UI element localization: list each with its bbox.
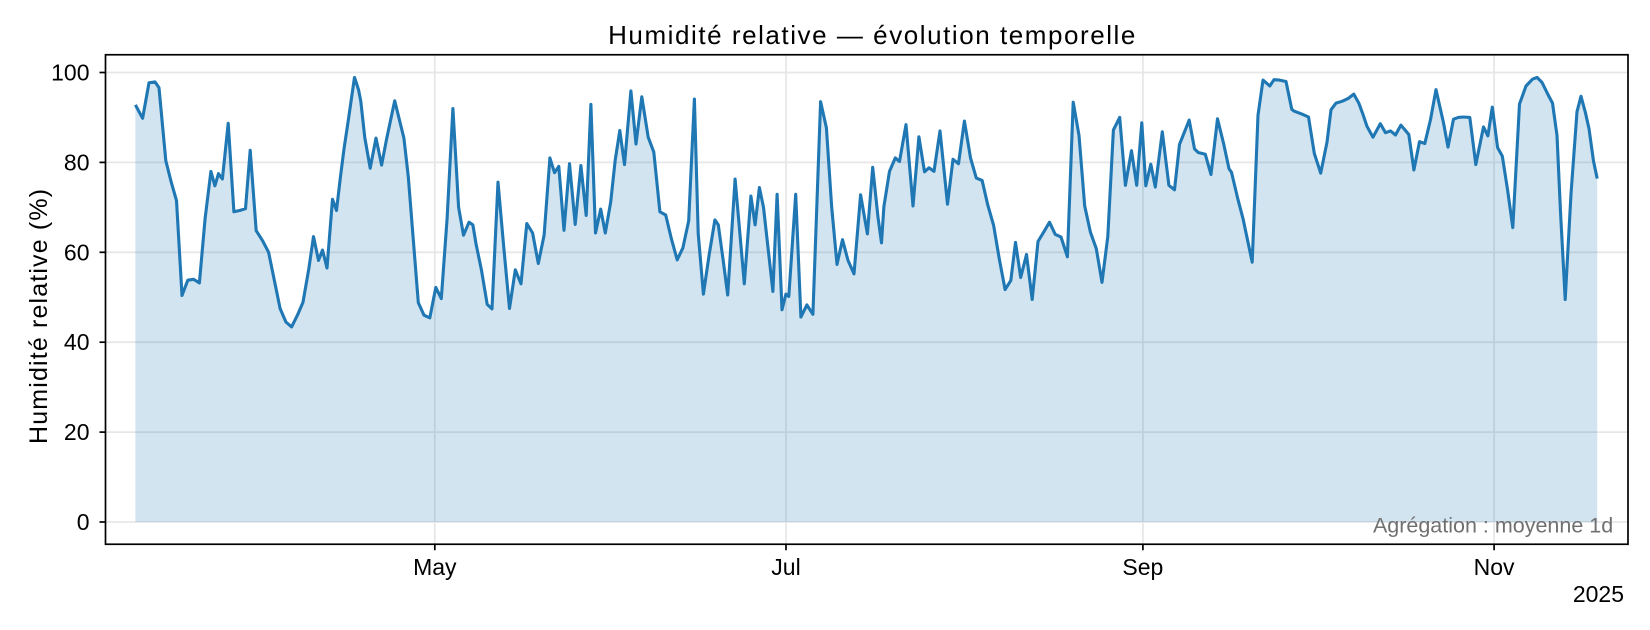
svg-text:40: 40 [64, 329, 90, 355]
svg-text:Agrégation : moyenne 1d: Agrégation : moyenne 1d [1373, 514, 1613, 538]
svg-text:100: 100 [51, 60, 89, 86]
svg-text:Jul: Jul [771, 554, 800, 580]
svg-text:May: May [413, 554, 457, 580]
svg-text:2025: 2025 [1573, 581, 1624, 607]
svg-text:0: 0 [77, 509, 90, 535]
svg-text:Humidité relative — évolution: Humidité relative — évolution temporelle [608, 20, 1137, 50]
svg-text:Sep: Sep [1122, 554, 1163, 580]
svg-text:Humidité relative (%): Humidité relative (%) [25, 188, 53, 444]
svg-text:60: 60 [64, 239, 90, 265]
svg-text:20: 20 [64, 419, 90, 445]
svg-text:80: 80 [64, 149, 90, 175]
svg-text:Nov: Nov [1474, 554, 1515, 580]
